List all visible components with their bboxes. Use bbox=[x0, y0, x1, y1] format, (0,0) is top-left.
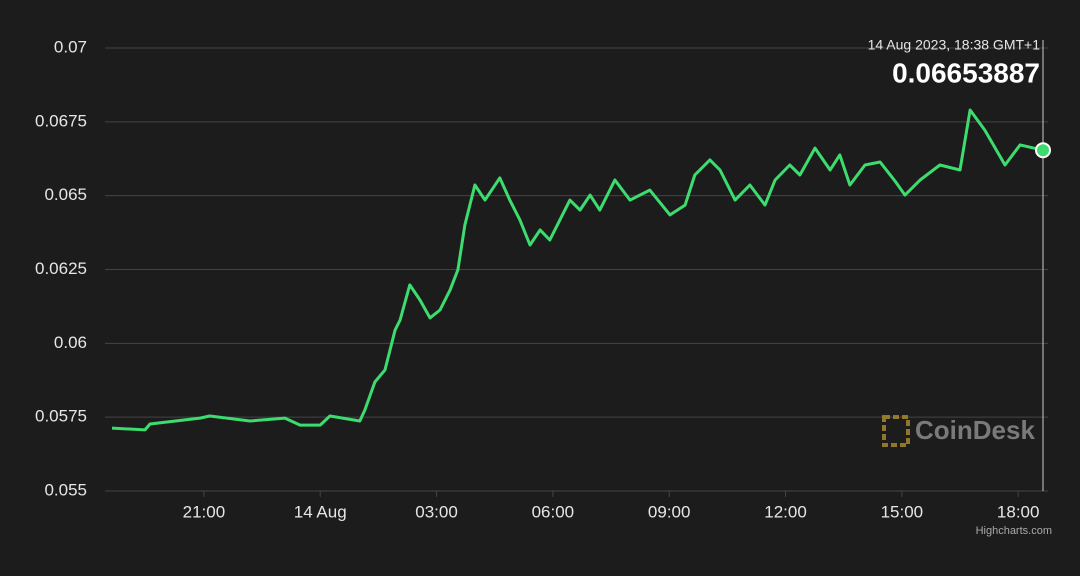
x-tick-label: 06:00 bbox=[532, 502, 575, 521]
y-tick-label: 0.07 bbox=[54, 37, 87, 56]
y-tick-label: 0.065 bbox=[44, 185, 87, 204]
y-tick-label: 0.0625 bbox=[35, 259, 87, 278]
x-tick-label: 12:00 bbox=[764, 502, 807, 521]
watermark-logo bbox=[882, 415, 910, 447]
y-tick-label: 0.0575 bbox=[35, 407, 87, 426]
watermark: CoinDesk bbox=[882, 415, 1035, 447]
watermark-text: CoinDesk bbox=[915, 415, 1035, 445]
tooltip-value: 0.06653887 bbox=[892, 57, 1040, 88]
x-tick-label: 21:00 bbox=[183, 502, 226, 521]
plot: 0.055 0.0575 0.06 0.0625 0.065 0.0675 0.07 21:0… bbox=[35, 37, 1051, 521]
x-tick-label: 14 Aug bbox=[294, 502, 347, 521]
x-tick-label: 03:00 bbox=[415, 502, 458, 521]
x-tick-label: 18:00 bbox=[997, 502, 1040, 521]
x-tick-label: 15:00 bbox=[881, 502, 924, 521]
price-line bbox=[111, 108, 1044, 432]
credits: Highcharts.com bbox=[976, 525, 1052, 537]
y-tick-label: 0.0675 bbox=[35, 111, 87, 130]
x-tick-label: 09:00 bbox=[648, 502, 691, 521]
y-tick-label: 0.06 bbox=[54, 333, 87, 352]
tooltip-date: 14 Aug 2023, 18:38 GMT+1 bbox=[868, 37, 1041, 53]
y-tick-label: 0.055 bbox=[44, 480, 87, 499]
last-point bbox=[1035, 142, 1051, 159]
